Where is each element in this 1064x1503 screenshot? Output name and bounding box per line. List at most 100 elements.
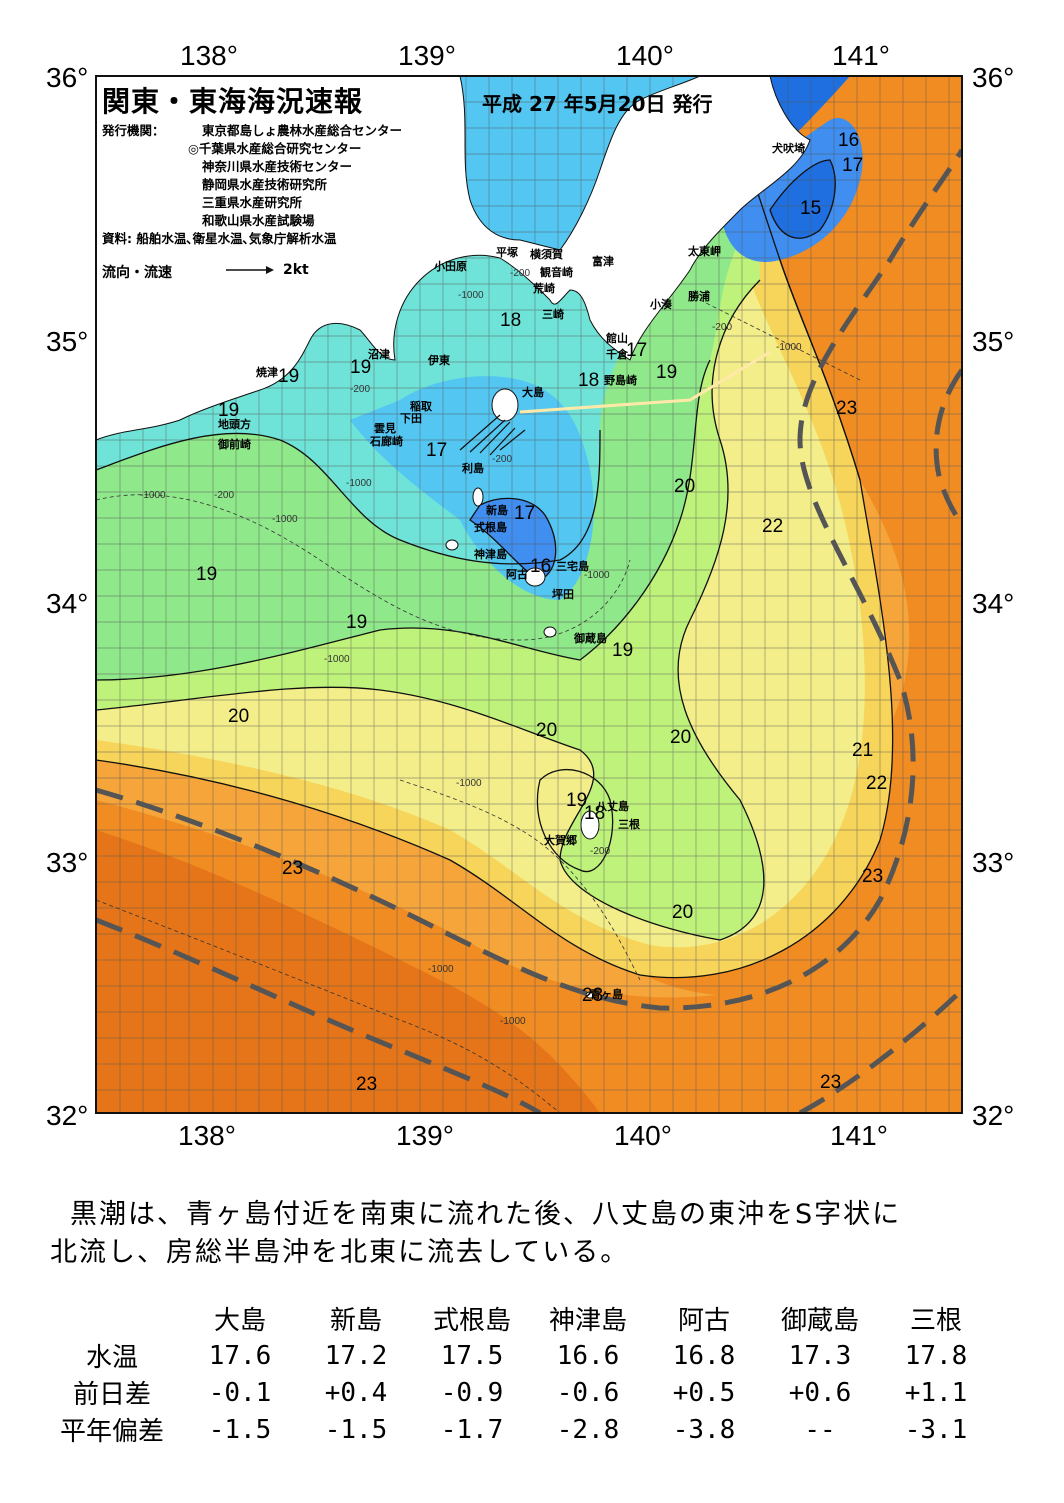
observation-table: 大島 新島 式根島 神津島 阿古 御蔵島 三根 水温 17.6 17.2 17.… (42, 1300, 994, 1448)
place-nojimazaki: 野島崎 (604, 374, 637, 387)
table-cell: +0.5 (672, 1377, 736, 1408)
place-futtsu: 富津 (592, 255, 614, 268)
table-cell: 17.5 (440, 1340, 504, 1371)
legend-speed-label: 2kt (283, 262, 309, 278)
table-cell: 17.8 (904, 1340, 968, 1371)
oshima-island (491, 388, 519, 422)
depth-label: -1000 (346, 478, 372, 489)
sea-temperature-map: 138° 139° 140° 141° 138° 139° 140° 141° … (46, 40, 1015, 1151)
table-cell: -0.9 (440, 1377, 504, 1408)
table-row: 平年偏差 -1.5 -1.5 -1.7 -2.8 -3.8 -- -3.1 (42, 1411, 994, 1448)
lon-label-bottom-139: 139° (396, 1120, 454, 1151)
hachijojima-island (580, 810, 600, 840)
table-cell: +0.6 (788, 1377, 852, 1408)
col-mitsune: 三根 (909, 1306, 962, 1336)
place-inatori: 稲取 (410, 400, 432, 413)
table-cell: 16.6 (556, 1340, 620, 1371)
mikurajima-island (543, 626, 557, 638)
table-cell: 16.8 (672, 1340, 736, 1371)
row-label-anomaly: 平年偏差 (59, 1417, 164, 1447)
isotherm-label: 19 (196, 564, 218, 585)
water-16 (470, 498, 556, 580)
place-misaki: 三崎 (542, 308, 564, 321)
place-shimoda: 下田 (400, 412, 422, 425)
isotherm-label: 21 (852, 740, 874, 761)
place-aogashima: 青ヶ島 (590, 988, 623, 1001)
table-cell: -3.1 (904, 1414, 968, 1445)
depth-label: -200 (350, 384, 371, 395)
land (96, 76, 811, 999)
place-chikura: 千倉 (606, 348, 628, 361)
data-sources: 資料: 船舶水温､衛星水温､気象庁解析水温 (102, 231, 337, 246)
map-border (95, 75, 963, 1114)
miyakejima-island (524, 567, 546, 587)
place-yaizu: 焼津 (256, 366, 278, 379)
place-niijima: 新島 (486, 504, 508, 517)
isotherm-label: 18 (584, 803, 606, 824)
issuer-mie: 三重県水産研究所 (202, 195, 303, 210)
isotherm-label: 22 (866, 773, 888, 794)
isotherm-label: 19 (218, 400, 240, 421)
isotherm-label: 20 (672, 902, 694, 923)
summary-line-1: 黒潮は、青ヶ島付近を南東に流れた後、八丈島の東沖をS字状に (70, 1199, 902, 1230)
depth-label: -1000 (458, 290, 484, 301)
place-mitsune: 三根 (618, 818, 640, 831)
bulletin-title: 関東・東海海況速報 (102, 85, 364, 118)
table-cell: -0.1 (208, 1377, 272, 1408)
row-label-daily-diff: 前日差 (72, 1380, 151, 1410)
isotherm-label: 16 (530, 556, 552, 577)
table-row: 前日差 -0.1 +0.4 -0.9 -0.6 +0.5 +0.6 +1.1 (42, 1374, 994, 1411)
col-mikurajima: 御蔵島 (780, 1306, 859, 1336)
isotherm-label: 20 (228, 706, 250, 727)
place-yokosuka: 横須賀 (530, 248, 563, 261)
isotherm-label: 23 (862, 866, 884, 887)
table-cell: -- (804, 1414, 836, 1445)
lat-label-right-36: 36° (972, 62, 1015, 93)
depth-label: -1000 (456, 778, 482, 789)
table-cell: 17.3 (788, 1340, 852, 1371)
place-kozushima: 神津島 (474, 548, 507, 561)
place-odawara: 小田原 (434, 260, 467, 273)
place-shikinejima: 式根島 (474, 521, 507, 534)
legend-flow-label: 流向・流速 (102, 265, 172, 281)
depth-label: -200 (492, 454, 513, 465)
place-jitogata: 地頭方 (218, 418, 251, 431)
isotherm-label: 23 (836, 398, 858, 419)
issuer-chiba: ◎千葉県水産総合研究センター (188, 141, 362, 156)
issue-date: 平成 27 年5月20日 発行 (482, 92, 713, 116)
issuer-shizuoka: 静岡県水産技術研究所 (202, 177, 328, 192)
issuer-wakayama: 和歌山県水産試験場 (202, 213, 315, 228)
lat-label-left-33: 33° (46, 847, 89, 878)
isotherm-label: 18 (578, 370, 600, 391)
isotherm-label: 22 (762, 516, 784, 537)
lon-label-bottom-140: 140° (614, 1120, 672, 1151)
temperature-field (96, 76, 962, 1113)
place-taitomisaki: 太東岬 (688, 245, 721, 258)
isotherm-label: 19 (656, 362, 678, 383)
isotherm-label: 20 (670, 727, 692, 748)
place-hachijojima: 八丈島 (596, 800, 629, 813)
table-cell: 17.6 (208, 1340, 272, 1371)
legend-arrow-head (266, 266, 274, 274)
table-cell: 17.2 (324, 1340, 388, 1371)
depth-label: -1000 (428, 964, 454, 975)
place-mikurajima: 御蔵島 (574, 632, 607, 645)
depth-label: -1000 (140, 490, 166, 501)
table-cell: +0.4 (324, 1377, 388, 1408)
lon-label-top-141: 141° (832, 40, 890, 71)
depth-label: -1000 (584, 570, 610, 581)
isotherm-label: 18 (500, 310, 522, 331)
isobath-lines (96, 299, 861, 1113)
table-header-row: 大島 新島 式根島 神津島 阿古 御蔵島 三根 (42, 1300, 994, 1337)
col-ako: 阿古 (677, 1306, 730, 1336)
place-numazu: 沼津 (368, 348, 390, 361)
isotherm-label: 16 (838, 130, 860, 151)
depth-label: -200 (214, 490, 235, 501)
place-okago: 大賀郷 (544, 834, 577, 847)
issuer-kanagawa: 神奈川県水産技術センター (202, 159, 353, 174)
lat-label-left-35: 35° (46, 326, 89, 357)
place-tsubota: 坪田 (552, 588, 574, 601)
row-label-water-temp: 水温 (85, 1343, 138, 1373)
isotherm-label: 20 (674, 476, 696, 497)
isotherm-label: 17 (626, 340, 648, 361)
